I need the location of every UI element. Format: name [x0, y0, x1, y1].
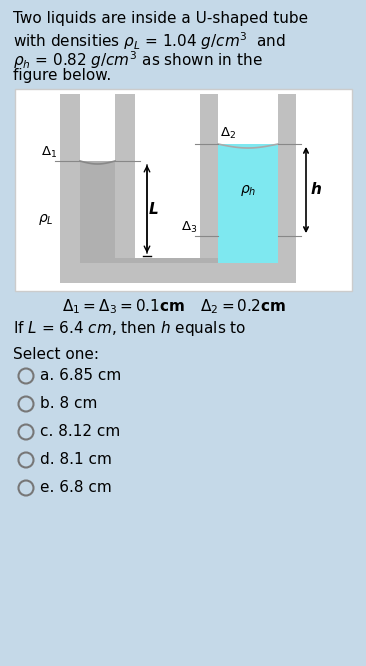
Text: b. 8 cm: b. 8 cm	[40, 396, 97, 412]
Text: Select one:: Select one:	[13, 347, 99, 362]
Bar	[278, 94, 296, 283]
Bar	[218, 236, 278, 263]
Text: h: h	[311, 182, 322, 198]
Text: $\Delta_2$: $\Delta_2$	[220, 126, 236, 141]
Bar	[80, 94, 115, 263]
Text: $\Delta_3$: $\Delta_3$	[181, 220, 197, 235]
Bar	[15, 89, 352, 291]
Bar	[60, 94, 80, 283]
Bar	[200, 94, 218, 283]
Bar	[80, 258, 278, 263]
Text: $\Delta_1$: $\Delta_1$	[41, 145, 57, 160]
Bar	[60, 263, 296, 283]
Bar	[218, 94, 278, 263]
Text: $\rho_L$: $\rho_L$	[38, 212, 54, 227]
Text: with densities $\rho_L$ = 1.04 $g/cm^3$  and: with densities $\rho_L$ = 1.04 $g/cm^3$ …	[13, 30, 286, 52]
Bar	[218, 144, 278, 236]
Bar	[115, 94, 135, 283]
Text: $\rho_h$: $\rho_h$	[240, 182, 256, 198]
Text: e. 6.8 cm: e. 6.8 cm	[40, 480, 112, 496]
Text: If $L$ = 6.4 $cm$, then $h$ equals to: If $L$ = 6.4 $cm$, then $h$ equals to	[13, 319, 246, 338]
Text: figure below.: figure below.	[13, 68, 111, 83]
Text: $\rho_h$ = 0.82 $g/cm^3$ as shown in the: $\rho_h$ = 0.82 $g/cm^3$ as shown in the	[13, 49, 263, 71]
Bar	[80, 258, 278, 263]
Text: L: L	[149, 202, 159, 217]
Text: $\Delta_1$$=$$\Delta_3$$=$$0.1$cm   $\Delta_2$$=$$0.2$cm: $\Delta_1$$=$$\Delta_3$$=$$0.1$cm $\Delt…	[61, 297, 285, 316]
Text: d. 8.1 cm: d. 8.1 cm	[40, 452, 112, 468]
Bar	[80, 161, 115, 258]
Text: Two liquids are inside a U-shaped tube: Two liquids are inside a U-shaped tube	[13, 11, 308, 26]
Text: a. 6.85 cm: a. 6.85 cm	[40, 368, 121, 384]
Text: c. 8.12 cm: c. 8.12 cm	[40, 424, 120, 440]
